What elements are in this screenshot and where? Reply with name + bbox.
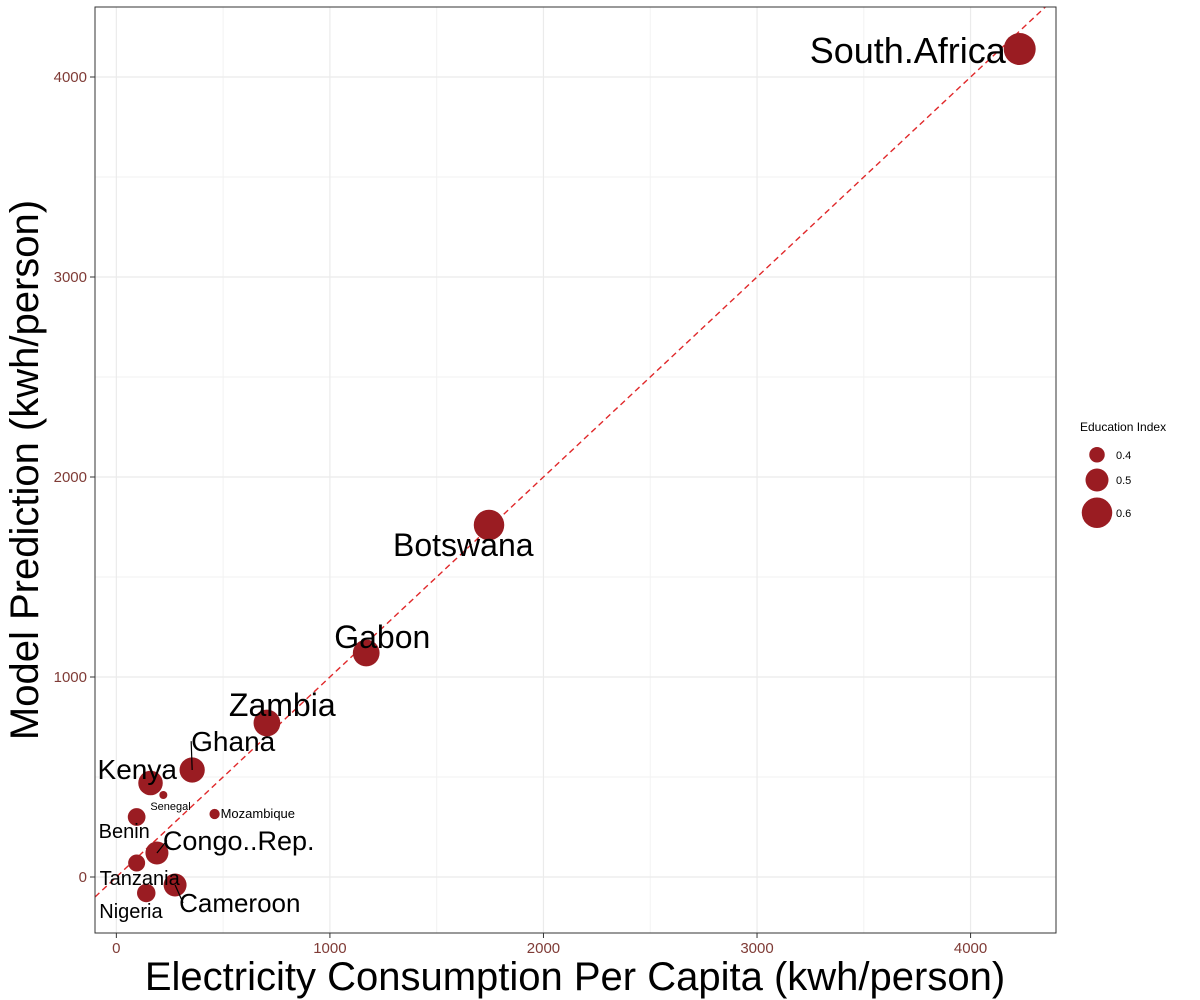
data-point-mozambique [209, 808, 220, 820]
point-label: Tanzania [100, 868, 181, 890]
grid-major [95, 7, 1056, 933]
data-point-south-africa [1003, 33, 1036, 65]
x-tick-label: 4000 [954, 940, 987, 957]
point-label: South.Africa [810, 30, 1007, 71]
point-label: Senegal [150, 801, 190, 813]
x-tick-label: 2000 [527, 940, 560, 957]
data-point-gabon [352, 639, 380, 667]
x-tick-label: 1000 [313, 940, 346, 957]
legend-key-circle [1081, 497, 1113, 528]
x-tick-label: 3000 [740, 940, 773, 957]
point-label: Mozambique [221, 806, 295, 821]
point-label: Congo..Rep. [163, 826, 315, 856]
panel-background [95, 7, 1056, 933]
label-leader-line [190, 741, 193, 771]
point-label: Zambia [229, 687, 336, 723]
point-label: Cameroon [179, 888, 300, 918]
label-leader-line [174, 884, 184, 904]
data-points [127, 33, 1036, 903]
identity-reference-line [94, 6, 1046, 898]
legend-entry-label: 0.4 [1116, 450, 1131, 462]
point-label: Ghana [191, 726, 275, 757]
point-label: Gabon [334, 619, 430, 655]
legend: Education Index 0.4 0.5 0.6 [1080, 420, 1166, 530]
x-axis-title: Electricity Consumption Per Capita (kwh/… [145, 955, 1005, 999]
data-point-kenya [138, 770, 163, 796]
data-point-botswana [473, 509, 505, 541]
legend-entry-label: 0.5 [1116, 475, 1131, 487]
label-leader-line [156, 840, 168, 854]
y-axis-ticks: 0 1000 2000 3000 4000 [54, 69, 95, 886]
data-point-tanzania [128, 854, 146, 872]
grid-minor [95, 7, 1056, 933]
data-point-benin [127, 808, 146, 826]
data-point-senegal [159, 791, 168, 799]
legend-key-circle [1085, 468, 1109, 492]
y-tick-label: 2000 [54, 469, 87, 486]
point-label: Benin [99, 821, 150, 843]
point-label: Kenya [98, 754, 178, 785]
data-point-nigeria [137, 883, 156, 903]
x-axis-ticks: 0 1000 2000 3000 4000 [112, 933, 987, 957]
data-point-zambia [253, 709, 281, 737]
x-tick-label: 0 [112, 940, 120, 957]
legend-title: Education Index [1080, 420, 1166, 434]
panel-border [94, 6, 1057, 934]
y-axis-title: Model Prediction (kwh/person) [3, 200, 47, 740]
y-tick-label: 0 [79, 869, 87, 886]
y-tick-label: 3000 [54, 269, 87, 286]
point-label: Botswana [393, 527, 534, 563]
point-label: Nigeria [99, 901, 163, 923]
y-tick-label: 4000 [54, 69, 87, 86]
y-tick-label: 1000 [54, 669, 87, 686]
legend-key-circle [1089, 447, 1105, 463]
legend-entry-label: 0.6 [1116, 508, 1131, 520]
